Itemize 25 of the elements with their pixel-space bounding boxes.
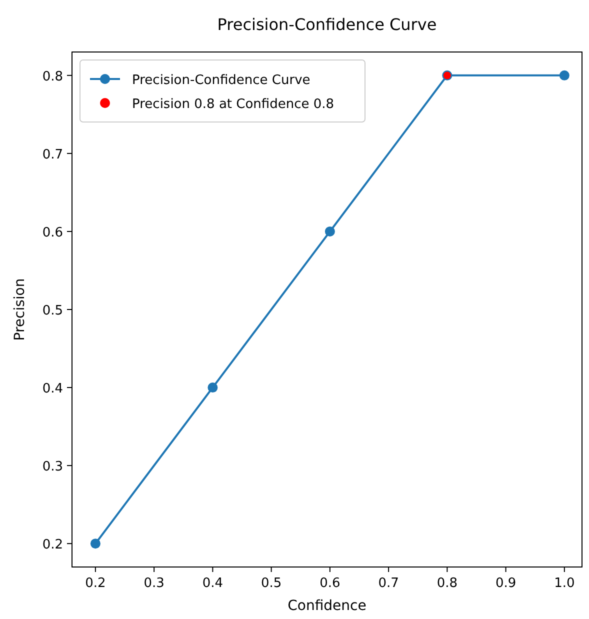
x-tick-label: 0.2 xyxy=(85,576,106,591)
x-tick-label: 0.9 xyxy=(495,576,516,591)
x-tick-label: 0.5 xyxy=(260,576,282,591)
x-tick-label: 1.0 xyxy=(554,576,575,591)
x-tick-label: 0.3 xyxy=(144,576,164,591)
chart-title: Precision-Confidence Curve xyxy=(217,15,437,34)
y-tick-label: 0.3 xyxy=(42,460,63,475)
point xyxy=(208,382,218,393)
x-tick-label: 0.4 xyxy=(202,576,224,591)
x-tick-label: 0.7 xyxy=(378,576,399,591)
legend-label: Precision 0.8 at Confidence 0.8 xyxy=(132,97,334,112)
point xyxy=(324,226,335,236)
y-tick-label: 0.2 xyxy=(42,538,63,553)
y-tick-label: 0.4 xyxy=(42,382,63,397)
y-axis-title: Precision xyxy=(12,278,28,341)
legend-label: Precision-Confidence Curve xyxy=(132,73,310,88)
y-tick-label: 0.8 xyxy=(42,69,63,84)
x-tick-label: 0.6 xyxy=(320,576,340,591)
y-tick-label: 0.7 xyxy=(42,147,63,162)
point xyxy=(559,70,570,80)
y-tick-label: 0.5 xyxy=(42,304,63,318)
point xyxy=(90,538,100,549)
x-tick-label: 0.8 xyxy=(436,576,458,591)
y-tick-label: 0.6 xyxy=(42,225,63,240)
x-axis-title: Confidence xyxy=(288,598,366,614)
